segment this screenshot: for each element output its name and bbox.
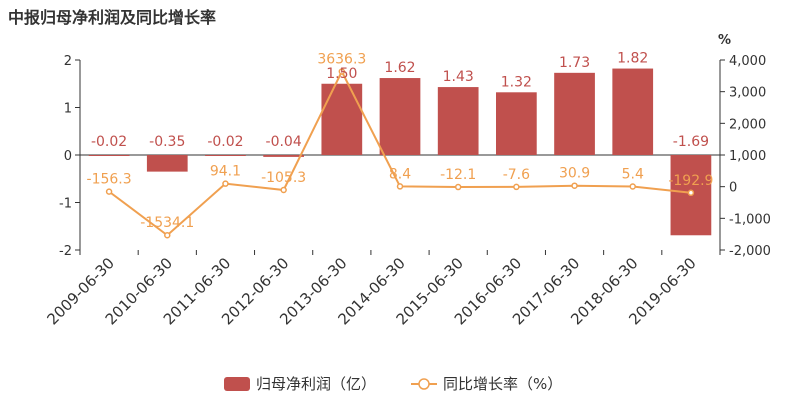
- y-right-tick-label: 1,000: [729, 149, 766, 164]
- y-left-tick-label: 1: [64, 102, 72, 117]
- line-value-label: 30.9: [559, 166, 590, 182]
- bar: [263, 155, 304, 157]
- legend: 归母净利润（亿） 同比增长率（%）: [224, 375, 562, 393]
- chart-title: 中报归母净利润及同比增长率: [8, 8, 217, 27]
- bar: [321, 83, 363, 155]
- line-value-label: 8.4: [389, 166, 411, 182]
- bar-value-label: -0.04: [266, 134, 302, 150]
- y-left-tick-label: -2: [59, 244, 72, 259]
- bar: [437, 87, 479, 155]
- bar: [612, 68, 654, 155]
- line-value-label: -156.3: [87, 172, 132, 188]
- line-point: [687, 189, 695, 197]
- bar-value-label: 1.73: [559, 55, 590, 71]
- bar: [379, 78, 421, 155]
- line-value-label: 5.4: [622, 166, 644, 182]
- bar-value-label: -0.02: [91, 134, 127, 150]
- legend-bar-swatch: [224, 377, 250, 391]
- line-point: [571, 182, 578, 189]
- line-value-label: -192.9: [668, 173, 713, 189]
- line-value-label: 3636.3: [317, 52, 366, 68]
- y-right-tick-label: 2,000: [729, 117, 766, 132]
- y-left-tick-label: 2: [64, 54, 72, 69]
- y-right-tick-label: 4,000: [729, 54, 766, 69]
- bar-value-label: 1.32: [501, 74, 532, 90]
- line-point: [513, 183, 520, 191]
- line-value-label: 94.1: [210, 164, 241, 180]
- line-point: [280, 186, 287, 194]
- y-right-tick-label: 0: [729, 181, 737, 196]
- bar-value-label: 1.43: [443, 69, 474, 85]
- x-tick-labels: 2009-06-302010-06-302011-06-302012-06-30…: [44, 254, 700, 328]
- bar: [205, 155, 246, 156]
- line-point: [454, 183, 462, 191]
- y-left-tick-label: -1: [59, 197, 72, 212]
- bar-series: [88, 68, 712, 236]
- legend-bar-label: 归母净利润（亿）: [256, 375, 376, 393]
- legend-line-label: 同比增长率（%）: [443, 375, 562, 393]
- bar: [146, 155, 188, 172]
- line-value-label: -12.1: [440, 167, 476, 183]
- line-point: [629, 183, 636, 190]
- y-right-tick-label: 3,000: [729, 86, 766, 101]
- legend-line-marker: [418, 378, 430, 390]
- line-value-label: -105.3: [261, 170, 306, 186]
- line-point: [105, 188, 113, 195]
- line-point: [164, 231, 171, 239]
- y-right-tick-label: -2,000: [729, 244, 771, 259]
- line-value-label: -7.6: [503, 167, 530, 183]
- bar: [554, 72, 595, 155]
- bar-value-label: 1.50: [326, 66, 357, 82]
- bar: [88, 155, 130, 156]
- bar-value-label: -0.02: [207, 134, 243, 150]
- line-point: [338, 68, 346, 75]
- bar-value-label: 1.62: [384, 60, 415, 76]
- data-labels: -0.02 -0.35 -0.02 -0.04 1.50 1.62 1.43 1.32 1.73…: [87, 51, 714, 232]
- y-right-unit-label: %: [718, 33, 731, 48]
- line-point: [222, 180, 229, 187]
- line-point: [396, 183, 404, 190]
- bar: [496, 92, 537, 155]
- line-series: [105, 68, 695, 239]
- bar-value-label: -0.35: [149, 134, 185, 150]
- y-left-tick-label: 0: [64, 149, 72, 164]
- bar-value-label: 1.82: [617, 51, 648, 67]
- y-right-tick-label: -1,000: [729, 212, 771, 227]
- bar-value-label: -1.69: [673, 134, 709, 150]
- line-value-label: -1534.1: [140, 215, 194, 231]
